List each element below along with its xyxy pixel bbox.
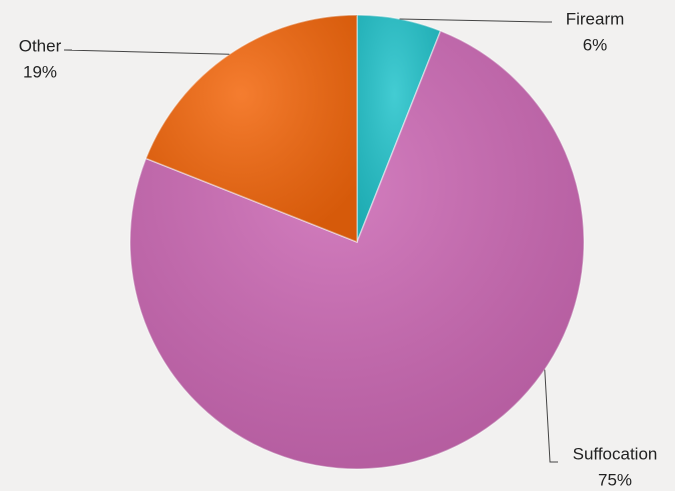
slice-shade xyxy=(357,15,441,242)
slice-shade xyxy=(129,30,584,470)
slice-shade xyxy=(145,15,357,242)
category-label: Firearm xyxy=(566,9,625,28)
leader-line xyxy=(63,49,230,55)
value-label: 6% xyxy=(583,35,608,54)
leader-line xyxy=(544,369,558,463)
value-label: 19% xyxy=(23,62,57,81)
value-label: 75% xyxy=(598,470,632,489)
leader-line xyxy=(399,18,552,23)
category-label: Other xyxy=(19,36,62,55)
category-label: Suffocation xyxy=(573,444,658,463)
